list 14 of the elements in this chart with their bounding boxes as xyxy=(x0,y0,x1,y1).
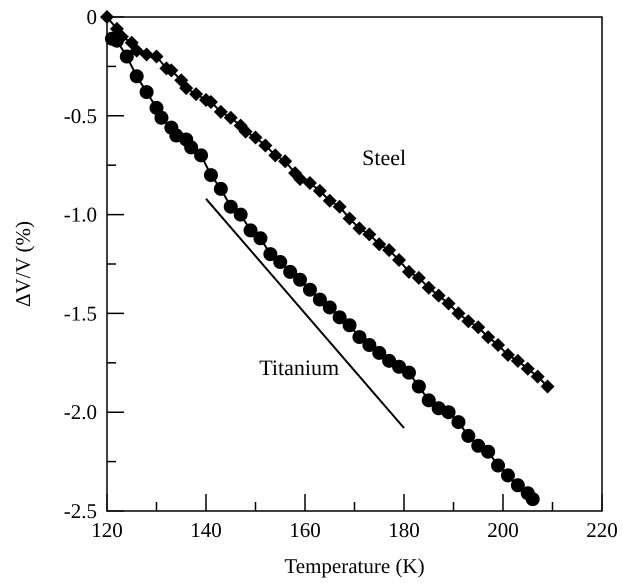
x-tick-label: 180 xyxy=(388,518,420,542)
y-tick-label: 0 xyxy=(86,5,97,29)
y-tick-label: -2.0 xyxy=(64,400,97,424)
series-label: Titanium xyxy=(259,354,340,380)
y-tick-label: -1.5 xyxy=(64,301,97,326)
x-tick-label: 160 xyxy=(289,518,321,542)
x-tick-label: 220 xyxy=(586,518,618,542)
x-axis-title: Temperature (K) xyxy=(284,554,425,578)
y-tick-label: -0.5 xyxy=(64,104,97,128)
y-tick-label: -1.0 xyxy=(64,202,97,227)
series-label: Steel xyxy=(362,145,406,170)
x-tick-label: 140 xyxy=(190,518,222,542)
x-tick-label: 200 xyxy=(487,518,519,542)
y-axis-title: ΔV/V (%) xyxy=(11,220,35,308)
